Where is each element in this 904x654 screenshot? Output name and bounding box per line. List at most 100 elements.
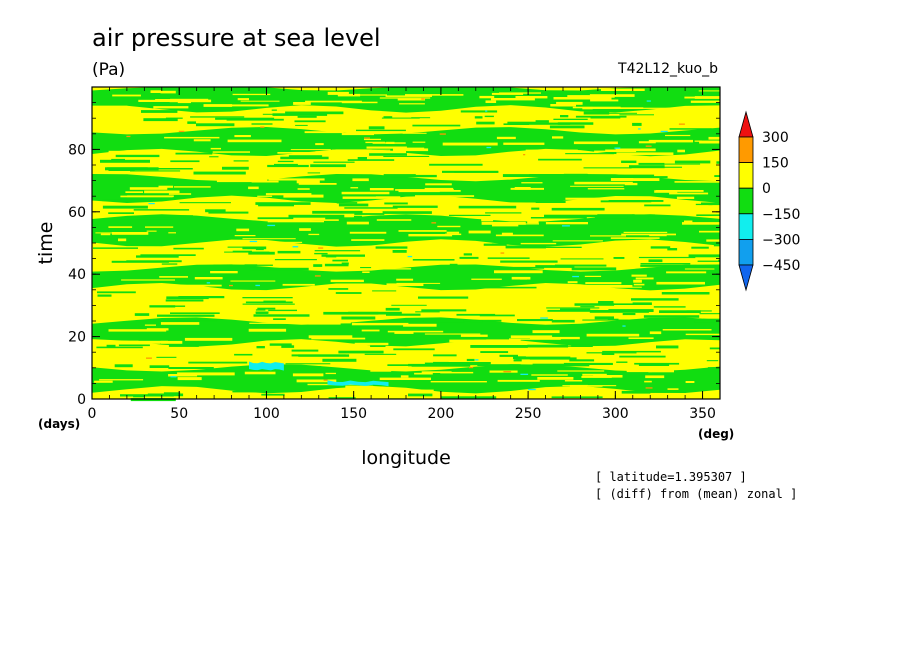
field-streak (552, 136, 564, 139)
field-speck (485, 110, 488, 112)
field-streak (640, 264, 697, 267)
colorbar-label: 300 (762, 130, 789, 146)
field-streak (513, 356, 526, 359)
field-streak (638, 256, 696, 259)
colorbar-bin (738, 187, 754, 215)
field-streak (313, 161, 355, 163)
field-streak (158, 185, 173, 188)
field-streak (150, 90, 162, 93)
field-streak (686, 310, 712, 312)
field-streak (586, 333, 640, 337)
colorbar-bin (738, 162, 754, 189)
field-streak (341, 132, 374, 136)
field-streak (565, 197, 604, 200)
field-streak (638, 162, 665, 165)
field-streak (156, 356, 177, 358)
field-speck (292, 246, 299, 248)
field-streak (314, 252, 328, 255)
field-streak (298, 183, 337, 185)
field-streak (396, 147, 425, 151)
field-streak (327, 91, 349, 95)
field-streak (234, 178, 256, 181)
field-streak (160, 90, 176, 94)
field-streak (398, 230, 447, 232)
field-streak (694, 140, 702, 142)
field-streak (149, 365, 170, 368)
field-speck (260, 126, 265, 128)
field-speck (206, 282, 211, 284)
x-tick-label: 250 (515, 406, 542, 422)
field-streak (648, 259, 663, 263)
field-streak (384, 202, 408, 205)
field-streak (574, 285, 633, 288)
field-streak (212, 151, 250, 153)
field-streak (512, 223, 539, 225)
field-streak (433, 354, 457, 357)
field-streak (313, 264, 323, 267)
field-streak (276, 108, 335, 111)
field-streak (520, 277, 527, 280)
field-streak (328, 397, 356, 399)
latitude-note: [ latitude=1.395307 ] (595, 470, 747, 484)
field-streak (535, 120, 549, 123)
field-streak (503, 142, 545, 145)
field-streak (341, 316, 376, 320)
field-streak (338, 203, 369, 207)
colorbar-label: −150 (762, 207, 800, 223)
field-streak (442, 142, 498, 146)
field-streak (341, 262, 349, 265)
field-streak (570, 185, 624, 187)
field-streak (571, 344, 593, 347)
field-streak (111, 260, 169, 263)
field-streak (551, 396, 603, 399)
field-streak (255, 311, 269, 314)
field-streak (532, 363, 590, 367)
field-streak (100, 159, 150, 163)
field-streak (686, 108, 704, 111)
field-streak (130, 170, 181, 172)
field-streak (623, 231, 668, 233)
field-streak (470, 345, 528, 348)
field-streak (676, 196, 695, 199)
field-streak (520, 242, 557, 245)
field-streak (305, 100, 362, 103)
field-streak (321, 254, 365, 257)
field-streak (634, 362, 680, 365)
field-streak (481, 219, 494, 222)
field-streak (296, 180, 320, 184)
field-speck (486, 146, 492, 149)
field-streak (449, 214, 491, 216)
field-streak (551, 319, 575, 323)
field-streak (297, 115, 317, 118)
field-speck (407, 255, 413, 258)
field-streak (361, 268, 412, 270)
field-streak (529, 174, 588, 176)
field-streak (403, 323, 437, 327)
field-streak (588, 107, 644, 109)
field-streak (341, 101, 378, 104)
x-tick-label: 200 (428, 406, 455, 422)
field-streak (161, 263, 178, 265)
field-streak (713, 243, 720, 247)
field-speck (645, 145, 652, 147)
field-streak (557, 370, 605, 372)
field-streak (616, 152, 674, 156)
field-streak (296, 379, 337, 383)
field-streak (108, 226, 133, 228)
field-streak (153, 106, 189, 109)
field-streak (117, 217, 174, 220)
field-streak (701, 202, 720, 205)
x-tick-label: 0 (88, 406, 97, 422)
field-streak (163, 392, 181, 394)
field-streak (699, 313, 720, 315)
field-streak (434, 363, 489, 366)
field-streak (400, 375, 409, 378)
field-streak (584, 275, 602, 277)
field-streak (449, 339, 492, 343)
field-streak (100, 233, 111, 236)
field-streak (283, 194, 324, 198)
field-streak (454, 171, 499, 173)
field-streak (354, 213, 385, 215)
field-streak (265, 193, 312, 196)
field-streak (255, 248, 264, 251)
